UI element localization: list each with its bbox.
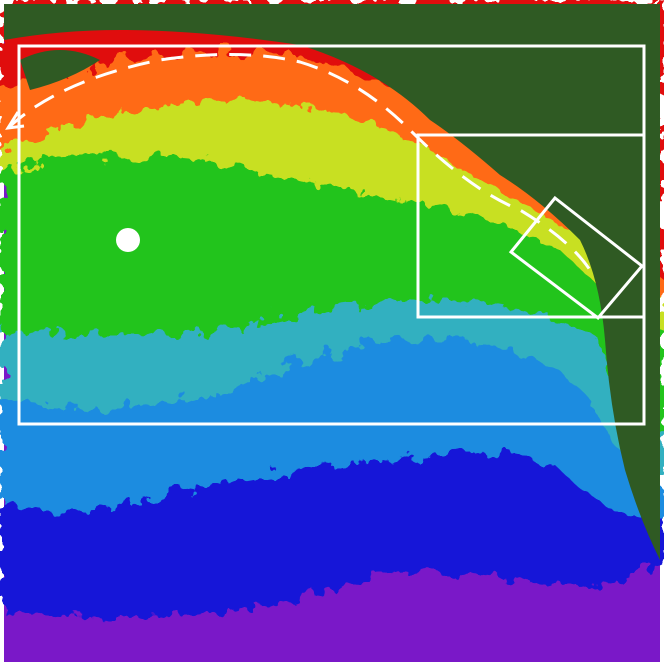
station-marker xyxy=(116,228,140,252)
page xyxy=(0,0,664,666)
ocean-color-map xyxy=(0,0,664,666)
